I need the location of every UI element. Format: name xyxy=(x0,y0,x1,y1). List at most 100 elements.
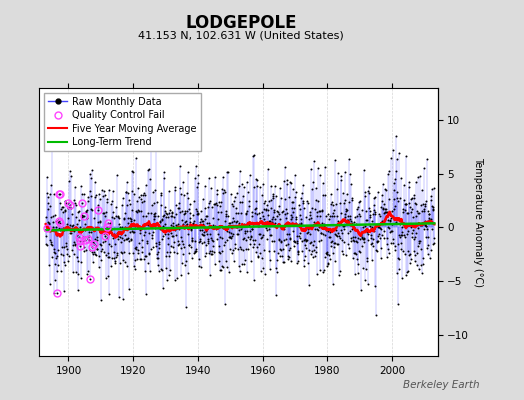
Point xyxy=(327,243,335,250)
Point xyxy=(297,220,305,226)
Point xyxy=(330,244,339,250)
Point xyxy=(222,208,231,214)
Point xyxy=(88,206,96,213)
Point xyxy=(54,218,63,224)
Point xyxy=(126,228,134,235)
Point xyxy=(219,264,227,270)
Point xyxy=(405,179,413,185)
Point xyxy=(195,263,204,269)
Point xyxy=(41,232,50,239)
Point xyxy=(343,207,351,213)
Point xyxy=(224,234,233,240)
Point xyxy=(266,218,274,224)
Point xyxy=(255,215,264,222)
Point xyxy=(339,222,347,229)
Point xyxy=(392,168,400,175)
Point xyxy=(336,235,345,241)
Point xyxy=(72,268,81,275)
Point xyxy=(282,177,291,184)
Point xyxy=(53,268,61,274)
Point xyxy=(332,201,340,207)
Point xyxy=(217,263,226,270)
Point xyxy=(168,213,176,219)
Point xyxy=(259,181,267,187)
Point xyxy=(197,264,205,270)
Point xyxy=(369,195,378,201)
Point xyxy=(67,205,75,212)
Point xyxy=(143,212,151,219)
Point xyxy=(416,222,424,228)
Point xyxy=(52,218,60,224)
Point xyxy=(235,268,244,274)
Point xyxy=(312,271,321,278)
Point xyxy=(270,237,278,244)
Point xyxy=(269,194,278,201)
Point xyxy=(313,226,321,232)
Point xyxy=(172,222,181,229)
Point xyxy=(102,275,110,281)
Point xyxy=(342,206,351,212)
Point xyxy=(267,231,276,238)
Point xyxy=(87,174,95,181)
Point xyxy=(414,242,422,249)
Point xyxy=(300,257,308,263)
Point xyxy=(195,238,203,245)
Point xyxy=(361,193,369,199)
Point xyxy=(316,172,324,178)
Point xyxy=(299,200,307,206)
Point xyxy=(396,195,405,201)
Point xyxy=(77,259,85,266)
Point xyxy=(362,266,370,272)
Point xyxy=(125,250,133,256)
Point xyxy=(296,206,304,212)
Point xyxy=(334,230,343,236)
Point xyxy=(369,228,378,234)
Point xyxy=(344,213,353,219)
Point xyxy=(390,203,399,209)
Point xyxy=(126,200,134,207)
Point xyxy=(333,241,342,248)
Point xyxy=(309,242,317,248)
Point xyxy=(58,244,66,251)
Point xyxy=(50,246,58,252)
Point xyxy=(233,190,242,196)
Point xyxy=(117,230,125,237)
Point xyxy=(351,250,359,257)
Point xyxy=(42,174,51,180)
Point xyxy=(341,169,349,176)
Point xyxy=(405,252,413,258)
Point xyxy=(107,200,115,207)
Point xyxy=(220,300,228,307)
Point xyxy=(253,183,261,189)
Point xyxy=(181,210,190,216)
Point xyxy=(253,177,261,184)
Point xyxy=(276,253,284,260)
Point xyxy=(326,190,335,197)
Point xyxy=(83,215,92,221)
Point xyxy=(396,239,405,246)
Point xyxy=(302,237,311,244)
Point xyxy=(339,251,347,257)
Point xyxy=(110,249,118,255)
Point xyxy=(285,231,293,238)
Point xyxy=(301,236,309,242)
Point xyxy=(67,230,75,236)
Point xyxy=(303,224,311,231)
Point xyxy=(275,203,283,210)
Point xyxy=(302,213,310,220)
Point xyxy=(263,236,271,243)
Point xyxy=(122,189,130,196)
Point xyxy=(270,183,279,190)
Point xyxy=(247,209,256,216)
Point xyxy=(84,236,92,242)
Point xyxy=(124,190,133,196)
Point xyxy=(230,218,238,225)
Point xyxy=(235,183,243,190)
Point xyxy=(194,256,203,262)
Point xyxy=(263,219,271,226)
Point xyxy=(378,198,386,204)
Point xyxy=(52,290,61,296)
Point xyxy=(373,239,381,246)
Point xyxy=(400,197,408,204)
Point xyxy=(232,224,240,230)
